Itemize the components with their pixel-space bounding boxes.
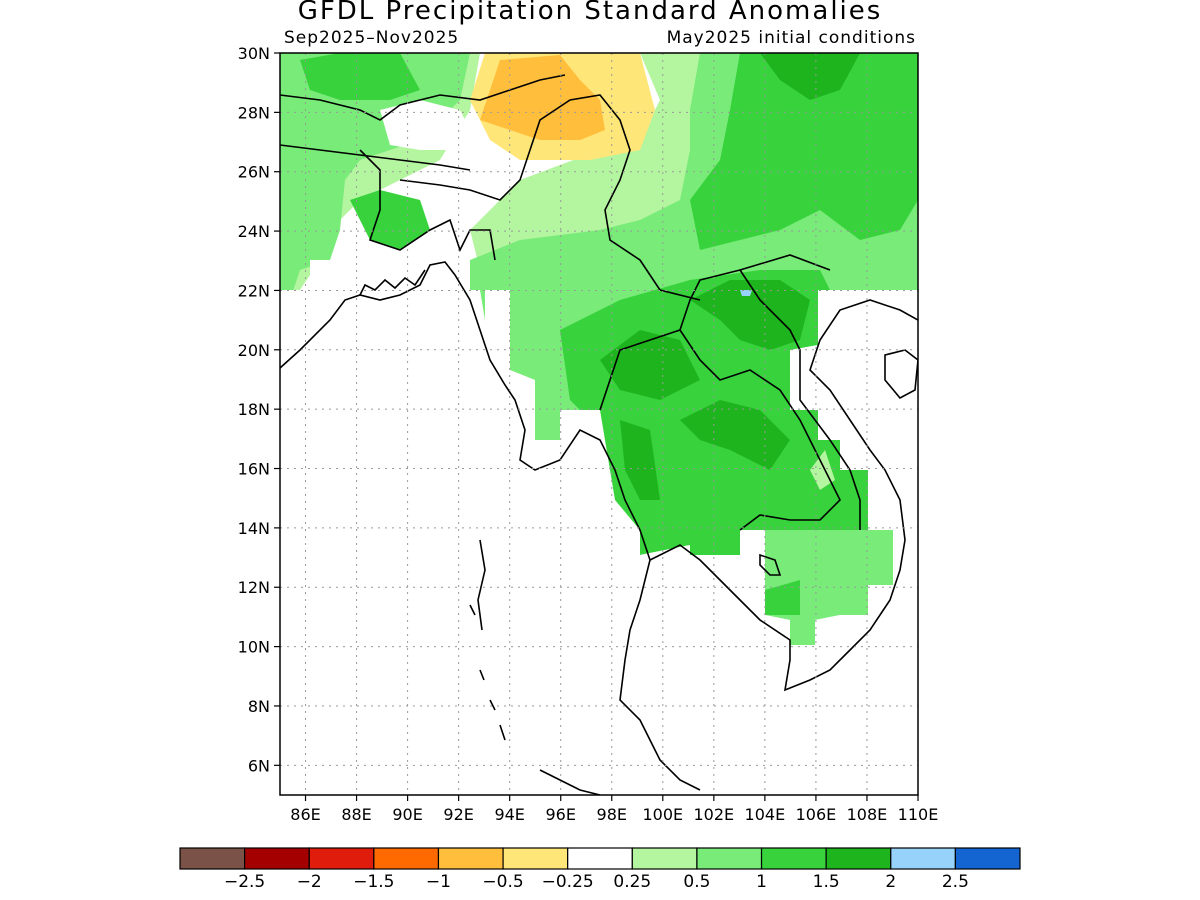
initial-conditions: May2025 initial conditions bbox=[666, 28, 916, 48]
lon-tick-label: 88E bbox=[341, 805, 371, 824]
colorbar-label: 2.5 bbox=[942, 872, 969, 892]
colorbar-label: 2 bbox=[885, 872, 896, 892]
coastlines-and-borders bbox=[280, 74, 918, 795]
anomaly-region-1-1.5 bbox=[765, 580, 800, 615]
coastline-nicobar bbox=[479, 669, 506, 741]
colorbar-swatch bbox=[631, 847, 698, 870]
lon-tick-label: 104E bbox=[745, 805, 786, 824]
colorbar-label: 0.25 bbox=[613, 872, 651, 892]
lat-tick-label: 16N bbox=[238, 460, 270, 479]
anomaly-region-1-1.5 bbox=[690, 53, 918, 250]
lat-tick-label: 28N bbox=[238, 103, 270, 122]
colorbar-label: −0.5 bbox=[482, 872, 523, 892]
colorbar-swatch bbox=[825, 847, 892, 870]
lon-tick-label: 100E bbox=[642, 805, 683, 824]
colorbar: −2.5 −2 −1.5 −1 −0.5 −0.25 0.25 0.5 1 1.5 2 2.5 bbox=[179, 847, 1021, 892]
colorbar-label: −2 bbox=[297, 872, 322, 892]
lon-tick-label: 98E bbox=[597, 805, 627, 824]
coastline-gulf-thailand bbox=[649, 299, 918, 692]
colorbar-swatch bbox=[502, 847, 569, 870]
colorbar-swatch bbox=[437, 847, 504, 870]
forecast-period: Sep2025–Nov2025 bbox=[284, 28, 460, 48]
lon-tick-label: 86E bbox=[290, 805, 320, 824]
coastline-delta-detail bbox=[359, 269, 426, 296]
lon-tick-label: 92E bbox=[443, 805, 473, 824]
anomaly-region-1.5-2 bbox=[690, 280, 810, 350]
lat-tick-label: 12N bbox=[238, 578, 270, 597]
colorbar-label: −1 bbox=[426, 872, 451, 892]
colorbar-swatch bbox=[179, 847, 246, 870]
anomaly-region-neg-0.5-1 bbox=[480, 55, 605, 140]
colorbar-label: −2.5 bbox=[224, 872, 265, 892]
anomaly-region-1.5-2 bbox=[620, 420, 660, 500]
anomaly-region-0.5-1 bbox=[765, 530, 893, 645]
colorbar-swatch bbox=[954, 847, 1021, 870]
lon-tick-label: 96E bbox=[545, 805, 575, 824]
lat-tick-label: 24N bbox=[238, 222, 270, 241]
lat-tick-label: 8N bbox=[248, 697, 270, 716]
border-india-northeast bbox=[399, 149, 531, 201]
longitude-axis: 86E 88E 90E 92E 94E 96E 98E 100E 102E 104E 106E 108… bbox=[290, 795, 938, 824]
anomaly-region-1.5-2 bbox=[760, 53, 860, 100]
anomaly-region-1.5-2 bbox=[680, 400, 790, 470]
border-laos-vietnam bbox=[739, 269, 861, 530]
lat-tick-label: 20N bbox=[238, 341, 270, 360]
border-nepal-bhutan bbox=[280, 144, 471, 171]
lat-tick-label: 18N bbox=[238, 400, 270, 419]
border-bangladesh bbox=[359, 149, 496, 261]
coastline-cambodia-lake bbox=[759, 553, 782, 576]
anomaly-region-1-1.5 bbox=[350, 190, 430, 250]
colorbar-swatch bbox=[308, 847, 375, 870]
colorbar-label: 0.5 bbox=[683, 872, 710, 892]
masked-region bbox=[380, 100, 470, 150]
lon-tick-label: 90E bbox=[392, 805, 422, 824]
anomaly-field bbox=[280, 53, 918, 795]
colorbar-swatch bbox=[244, 847, 310, 870]
colorbar-label: 1.5 bbox=[813, 872, 840, 892]
lat-tick-label: 26N bbox=[238, 163, 270, 182]
lat-tick-label: 10N bbox=[238, 638, 270, 657]
lat-tick-label: 22N bbox=[238, 281, 270, 300]
border-china-myanmar bbox=[529, 94, 701, 301]
lon-tick-label: 106E bbox=[796, 805, 837, 824]
border-myanmar-thailand bbox=[599, 254, 831, 411]
map-frame bbox=[279, 52, 919, 796]
lon-tick-label: 94E bbox=[494, 805, 524, 824]
lat-tick-label: 6N bbox=[248, 756, 270, 775]
border-india-china bbox=[280, 74, 566, 121]
masked-region bbox=[790, 290, 918, 530]
colorbar-label: 1 bbox=[756, 872, 767, 892]
colorbar-label: −0.25 bbox=[542, 872, 594, 892]
colorbar-swatch bbox=[760, 847, 827, 870]
anomaly-region-2-2.5 bbox=[740, 290, 752, 296]
lon-tick-label: 102E bbox=[694, 805, 735, 824]
map-grid bbox=[280, 53, 918, 795]
colorbar-label: −1.5 bbox=[353, 872, 394, 892]
anomaly-region-1-1.5 bbox=[300, 53, 420, 100]
lat-tick-label: 14N bbox=[238, 519, 270, 538]
colorbar-swatch bbox=[567, 847, 633, 870]
colorbar-swatch bbox=[373, 847, 440, 870]
coastline-bay-of-bengal bbox=[280, 261, 701, 791]
latitude-axis: 30N 28N 26N 24N 22N 20N 18N 16N 14N 12N 10N 8N 6N bbox=[238, 44, 280, 775]
lon-tick-label: 110E bbox=[898, 805, 939, 824]
masked-region bbox=[280, 260, 918, 795]
border-thailand-laos-cambodia bbox=[679, 329, 841, 531]
colorbar-swatch bbox=[890, 847, 956, 870]
map-title: GFDL Precipitation Standard Anomalies bbox=[297, 0, 883, 26]
lon-tick-label: 108E bbox=[847, 805, 888, 824]
colorbar-swatch bbox=[696, 847, 763, 870]
coastline-andaman-islands bbox=[469, 539, 486, 631]
coastline-sumatra bbox=[539, 769, 601, 795]
lat-tick-label: 30N bbox=[238, 44, 270, 63]
